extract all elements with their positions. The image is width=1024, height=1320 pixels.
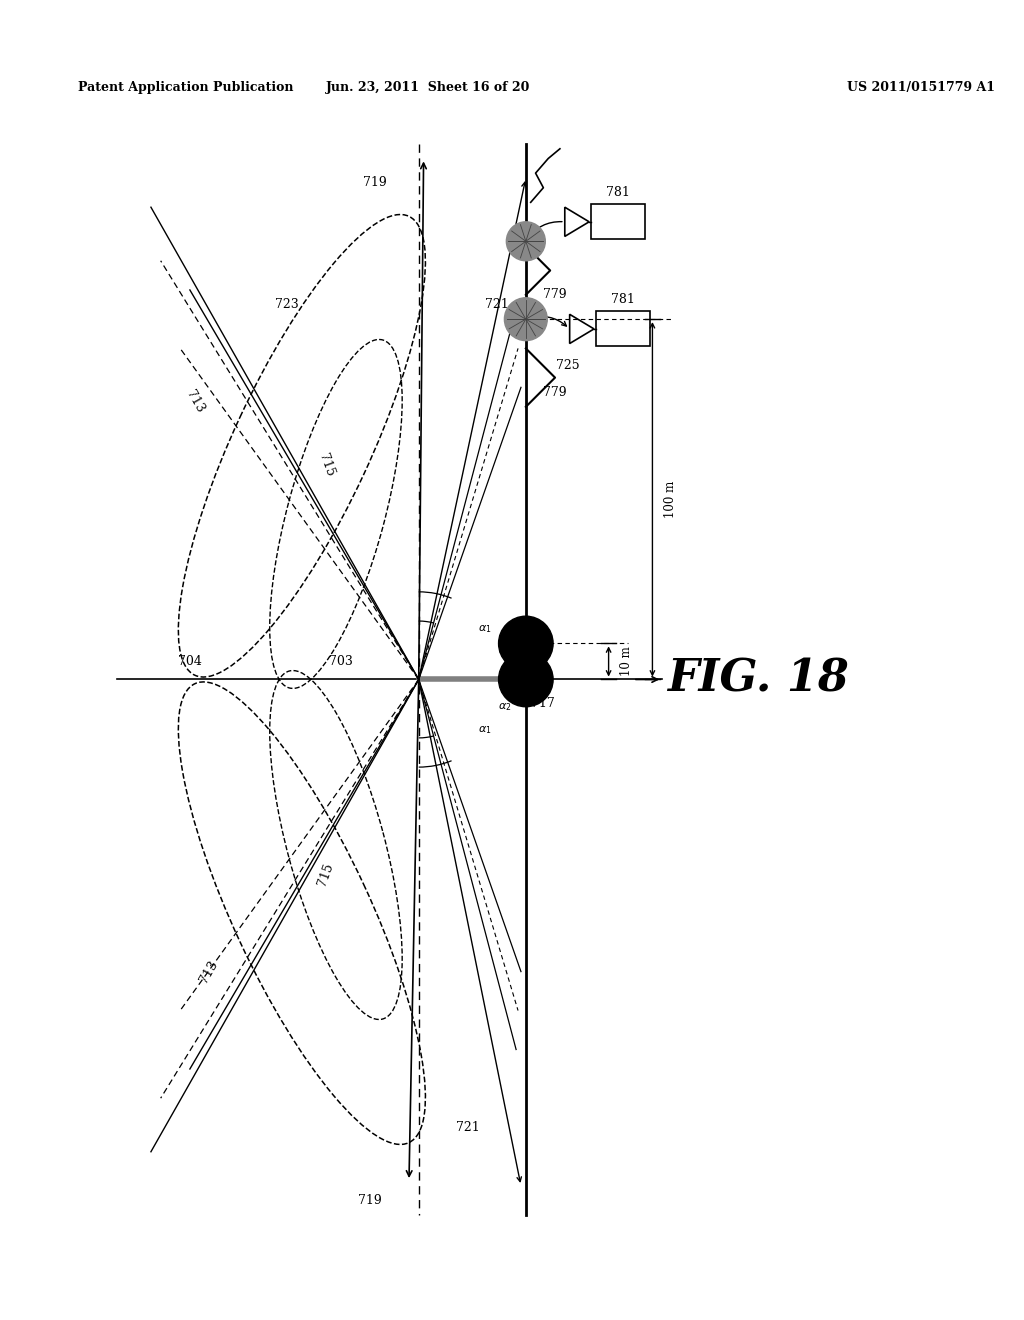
- Text: 779: 779: [544, 288, 567, 301]
- Circle shape: [506, 222, 546, 261]
- Circle shape: [499, 652, 553, 706]
- Text: 721: 721: [456, 1121, 479, 1134]
- Circle shape: [505, 298, 547, 341]
- Text: 781: 781: [606, 186, 631, 199]
- Text: 10 m: 10 m: [621, 647, 633, 676]
- Text: 725: 725: [556, 359, 580, 372]
- Text: 781: 781: [611, 293, 635, 306]
- Text: FIG. 18: FIG. 18: [667, 657, 849, 701]
- Bar: [591, 205, 645, 239]
- Text: Patent Application Publication: Patent Application Publication: [78, 81, 294, 94]
- Text: 779: 779: [544, 385, 567, 399]
- Bar: [596, 312, 649, 346]
- Text: $\alpha_2$: $\alpha_2$: [498, 647, 511, 659]
- Text: Jun. 23, 2011  Sheet 16 of 20: Jun. 23, 2011 Sheet 16 of 20: [327, 81, 530, 94]
- Text: $\alpha_2$: $\alpha_2$: [498, 701, 511, 713]
- Text: $\alpha_1$: $\alpha_1$: [478, 725, 492, 737]
- Text: US 2011/0151779 A1: US 2011/0151779 A1: [847, 81, 995, 94]
- Text: 717: 717: [531, 697, 555, 710]
- Text: 704: 704: [178, 656, 202, 668]
- Text: 715: 715: [316, 451, 336, 479]
- Text: 713: 713: [183, 388, 207, 416]
- Text: 723: 723: [275, 298, 299, 312]
- Text: 719: 719: [364, 177, 387, 189]
- Text: 713: 713: [198, 958, 221, 985]
- Text: 100 m: 100 m: [665, 480, 677, 517]
- Circle shape: [499, 616, 553, 671]
- Text: 715: 715: [316, 861, 336, 887]
- Text: 719: 719: [358, 1195, 382, 1206]
- Text: 721: 721: [484, 298, 509, 312]
- Text: $\alpha_1$: $\alpha_1$: [478, 623, 492, 635]
- Text: 703: 703: [329, 656, 352, 668]
